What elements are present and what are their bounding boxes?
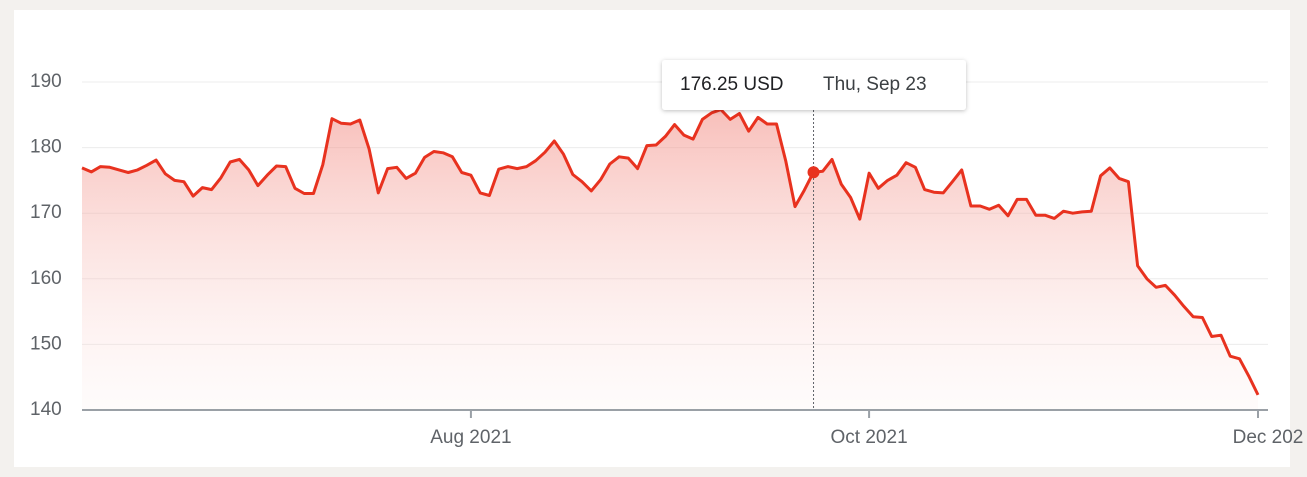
tooltip-date: Thu, Sep 23 (823, 74, 927, 95)
y-tick-label: 170 (30, 202, 62, 223)
line (81, 108, 1260, 396)
x-tick-label: Oct 2021 (831, 427, 908, 448)
x-tick-label: Dec 202 (1233, 427, 1304, 448)
y-tick-label: 160 (30, 268, 62, 289)
y-tick-label: 180 (30, 137, 62, 158)
hover-point (807, 166, 820, 179)
tooltip-value: 176.25 USD (680, 74, 784, 95)
y-tick-label: 150 (30, 333, 62, 354)
y-tick-label: 190 (30, 71, 62, 92)
y-tick-label: 140 (30, 399, 62, 420)
x-tick-label: Aug 2021 (430, 427, 511, 448)
tooltip-box (662, 60, 966, 110)
